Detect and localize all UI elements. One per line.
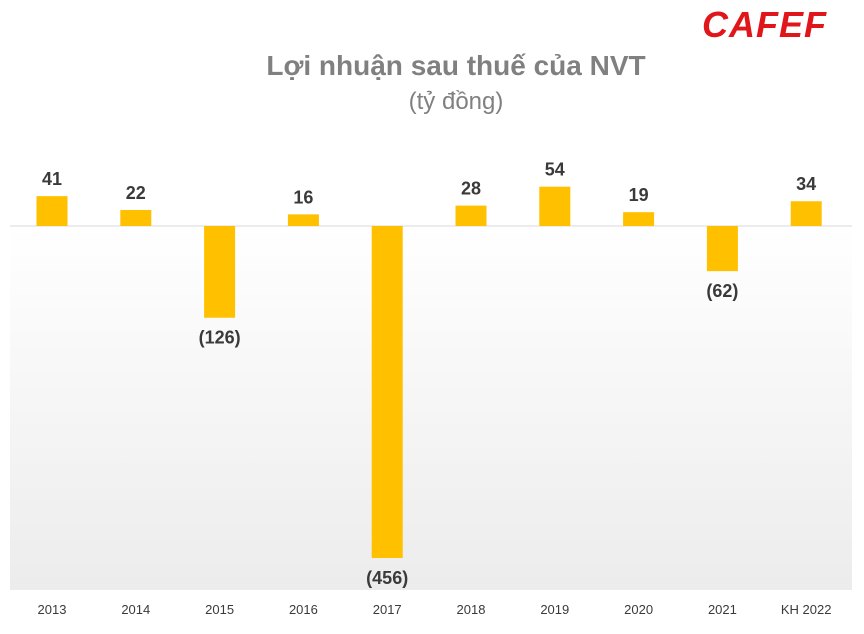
bar-2020 <box>623 212 655 226</box>
logo-text: CAFEF <box>702 6 827 42</box>
bar-2013 <box>36 196 68 226</box>
x-tick-label: 2021 <box>708 602 737 617</box>
plot-background <box>10 226 852 590</box>
data-label: 41 <box>42 169 62 189</box>
data-label: 54 <box>545 160 565 180</box>
chart-title: Lợi nhuận sau thuế của NVT <box>266 50 646 81</box>
x-tick-label: 2016 <box>289 602 318 617</box>
bar-2015 <box>204 226 236 318</box>
bar-2019 <box>539 186 571 226</box>
bar-2016 <box>287 214 319 226</box>
x-tick-label: 2017 <box>373 602 402 617</box>
bar-kh-2022 <box>790 201 822 226</box>
data-label: 16 <box>293 187 313 207</box>
data-label: 28 <box>461 179 481 199</box>
data-label: (62) <box>706 281 738 301</box>
data-label: 19 <box>629 185 649 205</box>
x-tick-label: 2019 <box>540 602 569 617</box>
x-tick-label: 2014 <box>121 602 150 617</box>
x-tick-label: 2020 <box>624 602 653 617</box>
cafef-logo: CAFEF <box>702 6 827 42</box>
x-tick-label: 2013 <box>38 602 67 617</box>
bar-2021 <box>706 226 738 272</box>
bar-2014 <box>120 209 152 226</box>
data-label: 34 <box>796 174 816 194</box>
x-tick-label: 2015 <box>205 602 234 617</box>
bar-2017 <box>371 226 403 558</box>
data-label: (456) <box>366 568 408 588</box>
data-label: (126) <box>199 328 241 348</box>
data-label: 22 <box>126 183 146 203</box>
chart-subtitle: (tỷ đồng) <box>408 88 504 115</box>
x-tick-label: KH 2022 <box>781 602 832 617</box>
bar-2018 <box>455 205 487 226</box>
x-tick-label: 2018 <box>457 602 486 617</box>
